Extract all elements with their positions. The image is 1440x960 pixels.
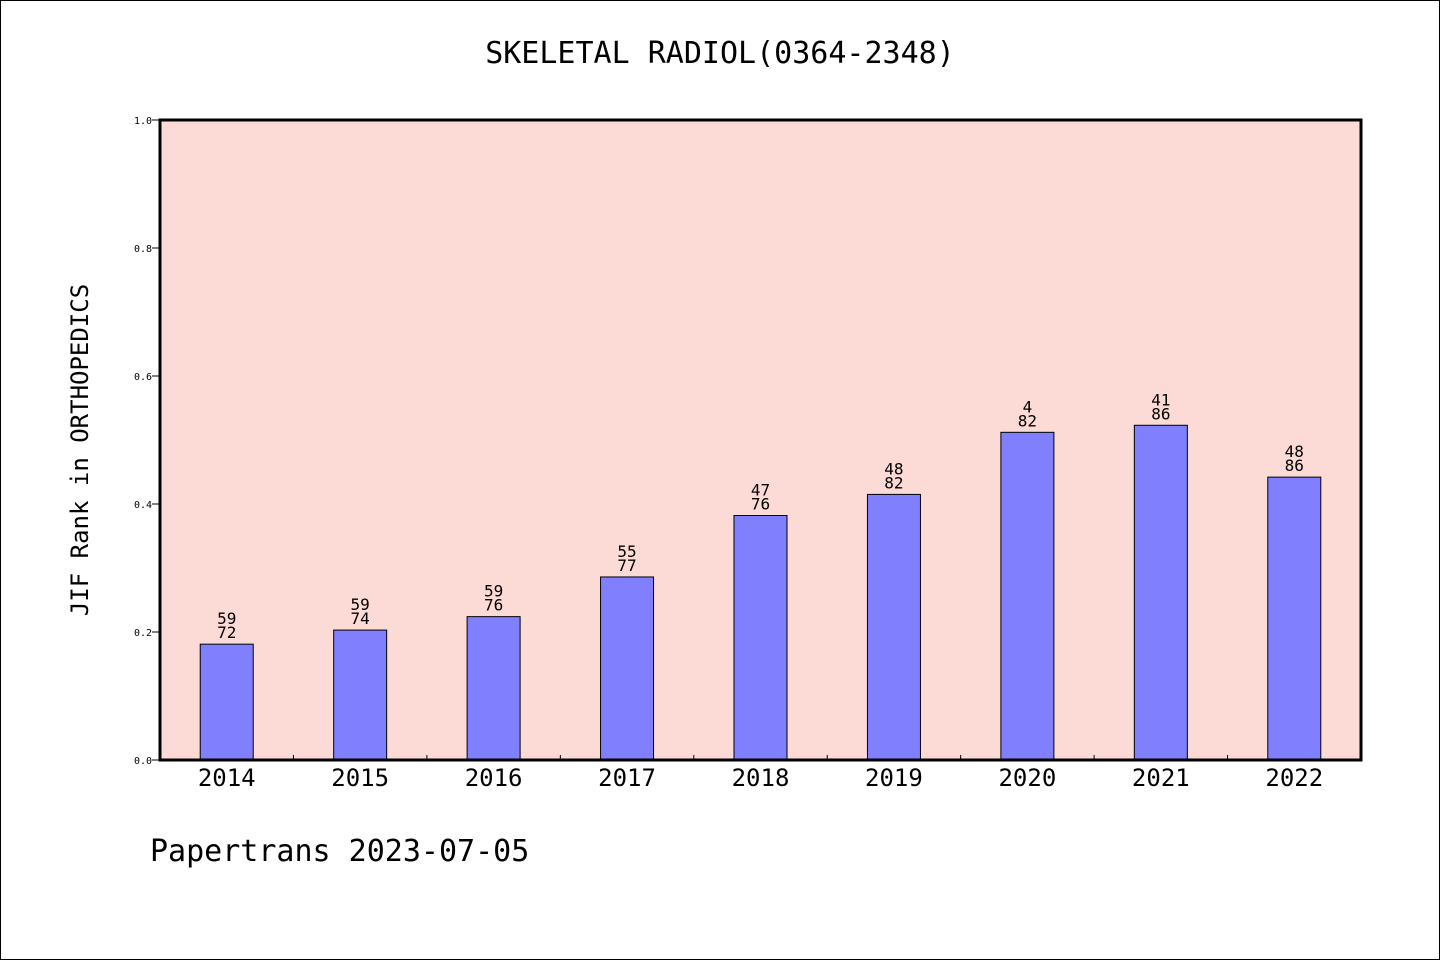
footer-credit: Papertrans 2023-07-05 [150, 834, 530, 869]
bar-rank-label: 4 [1023, 397, 1033, 416]
plot-border [158, 118, 1363, 762]
x-tick-label: 2015 [331, 764, 389, 792]
bar-total-label: 77 [617, 556, 636, 575]
bar [199, 643, 254, 761]
y-tick-label: 0.4 [134, 500, 152, 511]
chart-title: SKELETAL RADIOL(0364-2348) [485, 36, 955, 71]
bar [466, 616, 521, 761]
bar-rank-label: 41 [1151, 390, 1170, 409]
bar-total-label: 72 [217, 623, 236, 642]
x-tick-label: 2022 [1265, 764, 1323, 792]
y-tick-label: 0.0 [134, 756, 152, 767]
bar [600, 576, 655, 761]
x-tick-label: 2017 [598, 764, 656, 792]
x-tick-label: 2018 [732, 764, 790, 792]
bar-rank-label: 59 [217, 609, 236, 628]
bar [333, 629, 388, 761]
x-tick-label: 2016 [465, 764, 523, 792]
bar-rank-label: 48 [884, 459, 903, 478]
x-tick-label: 2021 [1132, 764, 1190, 792]
y-tick-label: 0.6 [134, 372, 152, 383]
y-tick-label: 0.2 [134, 628, 152, 639]
bar [733, 515, 788, 761]
bar [1267, 476, 1322, 761]
bar-total-label: 82 [884, 473, 903, 492]
bar-rank-label: 55 [617, 542, 636, 561]
bar-total-label: 76 [484, 596, 503, 615]
bar-total-label: 74 [351, 609, 370, 628]
bar-rank-label: 59 [484, 582, 503, 601]
y-tick-label: 1.0 [134, 116, 152, 127]
x-tick-label: 2014 [198, 764, 256, 792]
bar-rank-label: 47 [751, 481, 770, 500]
bar-total-label: 82 [1018, 411, 1037, 430]
bar-total-label: 86 [1285, 456, 1304, 475]
bar-total-label: 86 [1151, 404, 1170, 423]
x-tick-label: 2019 [865, 764, 923, 792]
bar-rank-label: 59 [351, 595, 370, 614]
bar-rank-label: 48 [1285, 442, 1304, 461]
bar [866, 493, 921, 761]
bar-total-label: 76 [751, 495, 770, 514]
x-tick-label: 2020 [998, 764, 1056, 792]
y-tick-label: 0.8 [134, 244, 152, 255]
bar [1000, 431, 1055, 761]
bar [1133, 424, 1188, 761]
